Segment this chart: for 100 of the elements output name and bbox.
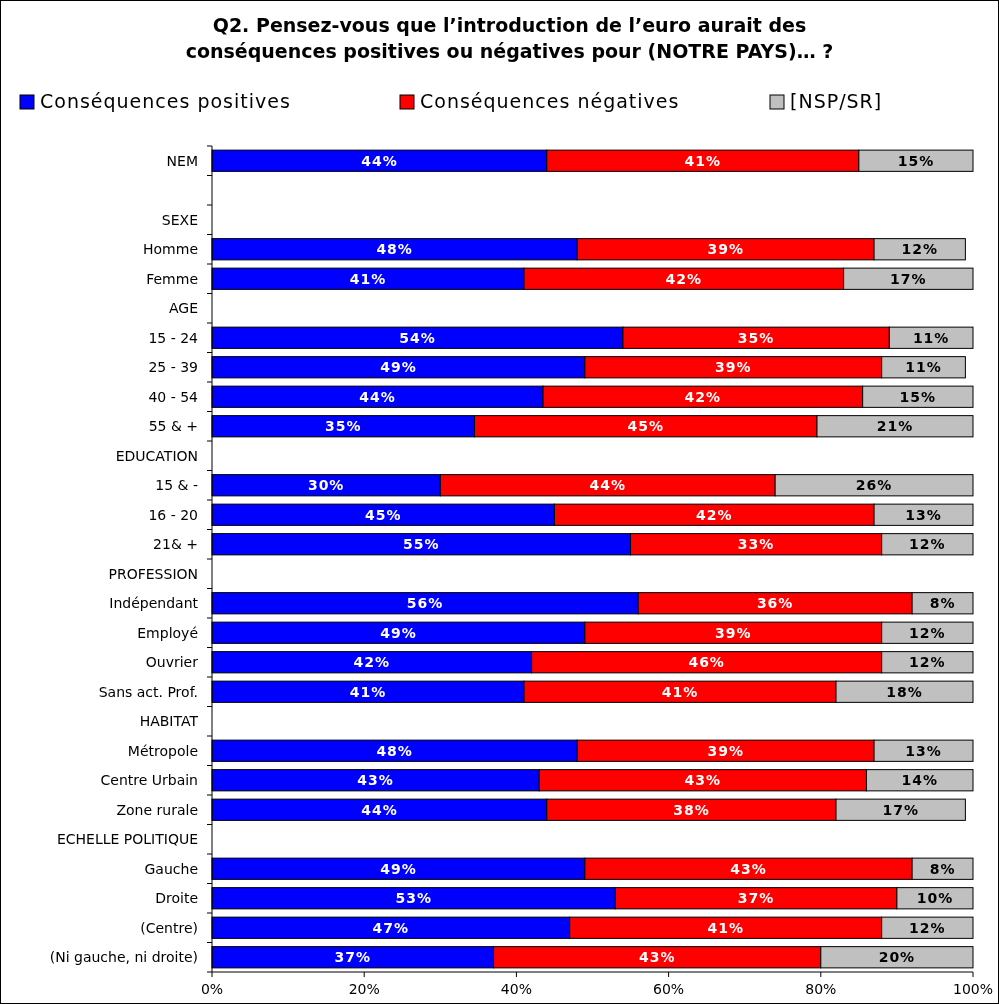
y-tick-label: Indépendant <box>109 595 199 612</box>
data-label: 44% <box>361 801 398 818</box>
data-label: 43% <box>638 949 676 966</box>
data-label: 48% <box>376 241 413 258</box>
data-label: 11% <box>905 359 942 376</box>
legend-label: [NSP/SR] <box>790 90 883 112</box>
data-label: 39% <box>715 359 752 376</box>
data-label: 12% <box>909 624 946 641</box>
legend-label: Conséquences négatives <box>420 90 680 112</box>
y-tick-label: 15 & - <box>155 477 198 494</box>
legend-label: Conséquences positives <box>40 90 291 112</box>
y-tick-label: AGE <box>168 300 198 317</box>
data-label: 42% <box>684 388 722 405</box>
data-label: 36% <box>756 595 794 612</box>
y-tick-label: (Ni gauche, ni droite) <box>49 949 198 966</box>
y-tick-label: EDUCATION <box>115 447 198 464</box>
x-tick-label: 20% <box>348 981 380 997</box>
data-label: 15% <box>897 152 935 169</box>
data-label: 39% <box>707 742 744 759</box>
data-label: 48% <box>376 742 413 759</box>
y-tick-label: 40 - 54 <box>148 388 199 405</box>
data-label: 12% <box>909 919 946 936</box>
data-label: 17% <box>890 270 927 287</box>
x-tick-label: 100% <box>952 981 994 997</box>
data-label: 43% <box>730 860 767 877</box>
data-label: 10% <box>916 890 954 907</box>
y-tick-label: Centre Urbain <box>100 772 198 789</box>
data-label: 26% <box>855 477 893 494</box>
data-label: 42% <box>665 270 703 287</box>
data-label: 13% <box>905 742 942 759</box>
data-label: 41% <box>684 152 722 169</box>
data-label: 39% <box>707 241 744 258</box>
data-label: 37% <box>737 890 775 907</box>
data-label: 53% <box>395 890 432 907</box>
y-tick-label: 21& + <box>153 536 198 553</box>
data-label: 49% <box>380 860 417 877</box>
y-tick-label: ECHELLE POLITIQUE <box>56 831 198 848</box>
y-tick-label: 25 - 39 <box>148 359 198 376</box>
y-tick-label: PROFESSION <box>108 565 198 582</box>
data-label: 15% <box>899 388 937 405</box>
y-tick-label: 16 - 20 <box>148 506 198 523</box>
data-label: 47% <box>372 919 410 936</box>
y-tick-label: Métropole <box>127 742 198 759</box>
data-label: 42% <box>696 506 733 523</box>
data-label: 35% <box>325 418 362 435</box>
x-tick-label: 0% <box>200 981 224 997</box>
data-label: 30% <box>307 477 345 494</box>
data-label: 49% <box>380 359 417 376</box>
data-label: 45% <box>364 506 402 523</box>
data-label: 12% <box>909 536 946 553</box>
y-tick-label: 55 & + <box>148 418 198 435</box>
data-label: 44% <box>359 388 396 405</box>
data-label: 13% <box>905 506 942 523</box>
data-label: 44% <box>361 152 398 169</box>
y-tick-label: Zone rurale <box>116 801 198 818</box>
y-tick-label: Ouvrier <box>145 654 199 671</box>
data-label: 37% <box>334 949 372 966</box>
data-label: 45% <box>627 418 665 435</box>
y-tick-label: Homme <box>143 241 198 258</box>
data-label: 17% <box>882 801 919 818</box>
data-label: 41% <box>349 270 387 287</box>
y-tick-label: NEM <box>166 152 198 169</box>
data-label: 21% <box>876 418 914 435</box>
data-label: 8% <box>929 595 956 612</box>
y-tick-label: Employé <box>137 624 198 641</box>
data-label: 49% <box>380 624 417 641</box>
data-label: 18% <box>886 683 923 700</box>
data-label: 43% <box>357 772 394 789</box>
data-label: 44% <box>589 477 626 494</box>
x-tick-label: 80% <box>805 981 837 997</box>
data-label: 46% <box>688 654 725 671</box>
y-tick-label: Sans act. Prof. <box>98 683 198 700</box>
y-tick-label: (Centre) <box>140 919 198 936</box>
x-tick-label: 40% <box>500 981 532 997</box>
x-tick-label: 60% <box>653 981 685 997</box>
data-label: 39% <box>715 624 752 641</box>
chart-title: Q2. Pensez-vous que l’introduction de l’euro aurait des conséquences positives ou négatives pour (NOTRE PAYS)… ? <box>185 14 834 62</box>
data-label: 12% <box>909 654 946 671</box>
y-tick-label: SEXE <box>161 211 198 228</box>
data-label: 35% <box>737 329 775 346</box>
data-label: 41% <box>707 919 744 936</box>
y-tick-label: Femme <box>146 270 198 287</box>
data-label: 8% <box>929 860 956 877</box>
data-label: 56% <box>406 595 444 612</box>
data-label: 42% <box>353 654 391 671</box>
y-tick-label: 15 - 24 <box>148 329 199 346</box>
data-label: 55% <box>403 536 440 553</box>
y-tick-label: Droite <box>155 890 198 907</box>
data-label: 12% <box>901 241 938 258</box>
data-label: 54% <box>399 329 436 346</box>
data-label: 33% <box>737 536 775 553</box>
data-label: 41% <box>349 683 387 700</box>
data-label: 14% <box>901 772 938 789</box>
data-label: 20% <box>878 949 916 966</box>
y-tick-label: HABITAT <box>139 713 199 730</box>
data-label: 43% <box>684 772 722 789</box>
data-label: 41% <box>661 683 699 700</box>
y-tick-label: Gauche <box>144 860 198 877</box>
data-label: 38% <box>673 801 710 818</box>
data-label: 11% <box>912 329 950 346</box>
